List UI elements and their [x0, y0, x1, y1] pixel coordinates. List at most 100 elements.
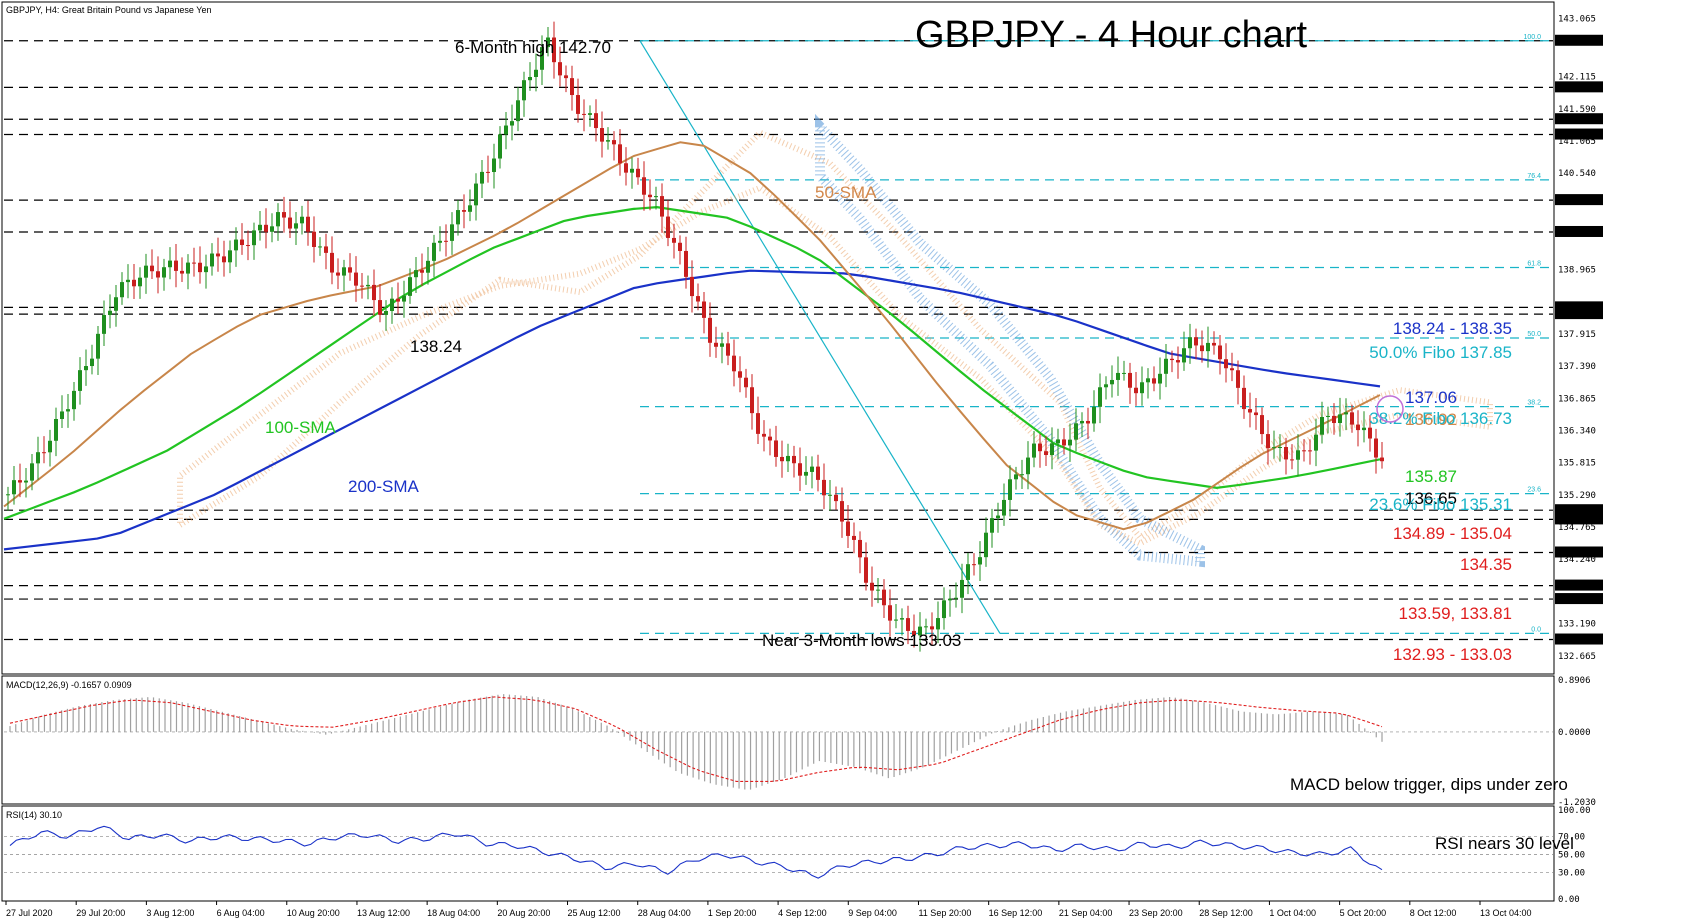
candle-body [300, 216, 304, 224]
price-tag-bg [1555, 579, 1603, 591]
candle-body [1026, 457, 1030, 475]
price-tick-label: 135.815 [1558, 459, 1596, 469]
time-tick-label: 8 Oct 12:00 [1410, 908, 1457, 918]
candle-body [48, 440, 52, 453]
candle-body [168, 260, 172, 268]
rsi-line [9, 825, 1383, 879]
candle-body [810, 466, 814, 472]
annotation-3m-lows: Near 3-Month lows 133.03 [762, 631, 961, 650]
candle-body [666, 216, 670, 238]
candle-body [804, 471, 808, 476]
candle-body [30, 463, 34, 481]
fibo-label: 38.2 [1527, 400, 1541, 407]
candle-body [1206, 342, 1210, 352]
macd-tick-label: -1.2030 [1558, 798, 1596, 808]
candle-body [696, 296, 700, 302]
candle-body [612, 140, 616, 145]
candle-body [60, 411, 64, 419]
candle-body [798, 463, 802, 476]
price-tag-bg [1555, 194, 1603, 206]
candle-body [642, 177, 646, 195]
candle-body [1260, 415, 1264, 435]
candle-body [126, 279, 130, 283]
candle-body [1080, 420, 1084, 424]
crossover-marker [1376, 395, 1404, 423]
candle-body [336, 272, 340, 276]
rsi-tick-label: 30.00 [1558, 868, 1585, 878]
time-tick-label: 3 Aug 12:00 [146, 908, 194, 918]
time-tick-label: 13 Oct 04:00 [1480, 908, 1532, 918]
candle-body [1062, 439, 1066, 446]
candle-body [870, 582, 874, 591]
candle-body [390, 298, 394, 311]
candle-body [84, 366, 88, 371]
candle-body [954, 597, 958, 599]
candle-body [762, 433, 766, 437]
annotation-50-sma: 50-SMA [815, 183, 877, 202]
candle-body [684, 250, 688, 277]
candle-body [876, 589, 880, 591]
candle-body [546, 37, 550, 48]
candle-body [426, 260, 430, 273]
candle-body [348, 267, 352, 273]
candle-body [978, 557, 982, 565]
annotation-132-93-133-03: 132.93 - 133.03 [1393, 645, 1512, 664]
time-tick-label: 1 Oct 04:00 [1269, 908, 1316, 918]
candle-body [570, 78, 574, 96]
candle-body [1236, 370, 1240, 388]
price-tick-label: 141.420 [1558, 115, 1596, 125]
candle-body [1356, 424, 1360, 431]
price-tick-label: 134.240 [1558, 555, 1596, 565]
candle-body [354, 272, 358, 286]
candle-body [1194, 337, 1198, 346]
candle-body [306, 216, 310, 232]
price-tick-label: 137.390 [1558, 362, 1596, 372]
price-tick-label: 134.765 [1558, 523, 1596, 533]
candle-body [120, 282, 124, 298]
candle-body [822, 479, 826, 496]
candle-body [1182, 348, 1186, 363]
candle-body [990, 518, 994, 533]
candle-body [948, 598, 952, 601]
price-tag-bg [1555, 81, 1603, 93]
price-tag-bg [1555, 513, 1603, 525]
rsi-tick-label: 0.00 [1558, 895, 1580, 905]
price-tick-label: 143.065 [1558, 14, 1596, 24]
annotation-200-sma: 200-SMA [348, 477, 420, 496]
candle-body [1290, 459, 1294, 461]
candle-body [402, 295, 406, 302]
macd-annotation: MACD below trigger, dips under zero [1290, 775, 1568, 794]
price-tick-label: 141.065 [1558, 137, 1596, 147]
candle-body [690, 276, 694, 297]
candle-body [726, 343, 730, 356]
candle-body [528, 76, 532, 81]
candle-body [888, 605, 892, 621]
candle-body [456, 210, 460, 225]
rsi-header: RSI(14) 30.10 [6, 810, 62, 820]
candle-body [438, 240, 442, 243]
candle-body [606, 140, 610, 142]
candle-body [756, 413, 760, 434]
candle-body [846, 521, 850, 536]
candle-body [858, 539, 862, 558]
candle-body [1050, 443, 1054, 456]
candle-body [132, 279, 136, 287]
time-tick-label: 28 Sep 12:00 [1199, 908, 1253, 918]
candle-body [552, 37, 556, 63]
candle-body [234, 239, 238, 251]
price-tag-bg [1555, 301, 1603, 313]
candle-body [1350, 412, 1354, 425]
candle-body [420, 270, 424, 273]
candle-body [1296, 450, 1300, 460]
annotation-136-92: 136.92 [1405, 410, 1457, 429]
candle-body [258, 224, 262, 231]
candle-body [1074, 423, 1078, 440]
symbol-header: GBPJPY, H4: Great Britain Pound vs Japan… [6, 5, 211, 15]
price-tick-label: 132.930 [1558, 636, 1596, 646]
candle-body [828, 494, 832, 496]
macd-header: MACD(12,26,9) -0.1657 0.0909 [6, 680, 132, 690]
candle-body [534, 69, 538, 77]
price-tick-label: 133.810 [1558, 582, 1596, 592]
candle-body [198, 262, 202, 273]
